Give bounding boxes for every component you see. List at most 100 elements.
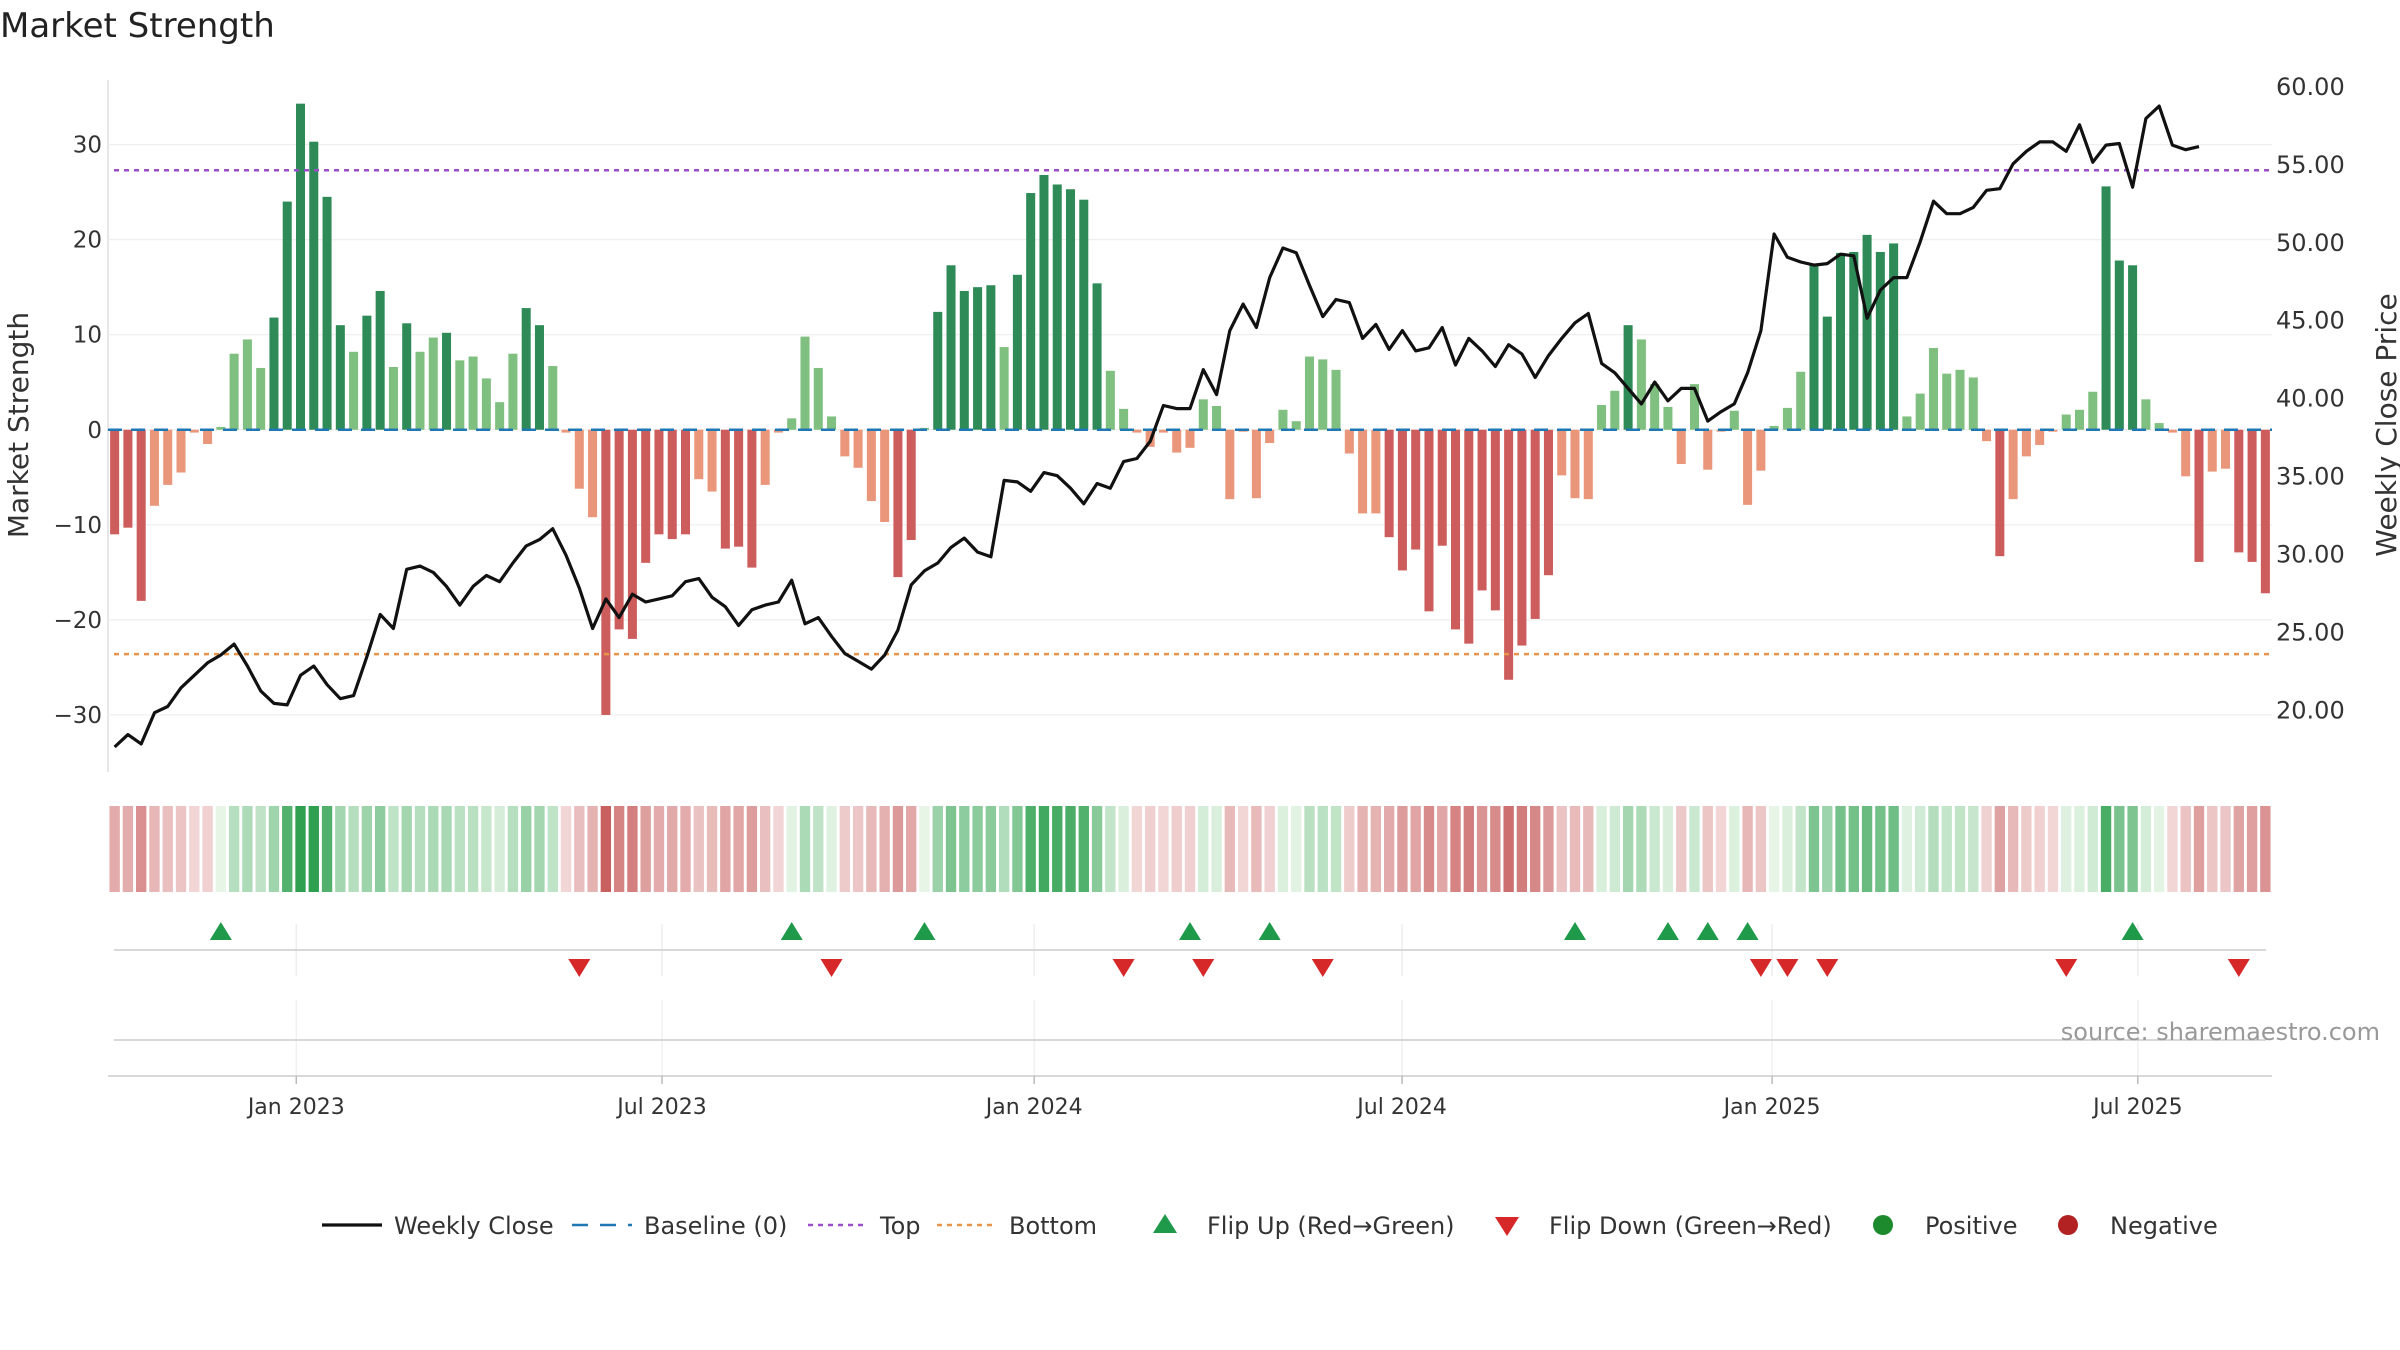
heat-strip-cell — [1463, 806, 1474, 892]
strength-bar — [189, 429, 199, 433]
heat-strip-cell — [361, 806, 373, 892]
strength-bar — [787, 418, 797, 430]
strength-bar — [601, 429, 611, 715]
flip-down-marker — [2055, 959, 2078, 977]
legend-tri-up-marker — [1153, 1214, 1177, 1233]
heat-strip-cell — [574, 806, 585, 892]
heat-strip-cell — [1875, 806, 1886, 892]
strength-bar — [1796, 371, 1806, 430]
strength-bar — [813, 367, 823, 430]
strength-bar — [1849, 251, 1859, 430]
legend-tri-down-marker — [1495, 1217, 1519, 1236]
heat-strip-cell — [959, 806, 970, 892]
heat-strip-cell — [1768, 806, 1780, 892]
flip-down-marker — [1816, 959, 1839, 977]
strength-bar — [2101, 186, 2111, 430]
strength-bar — [2141, 399, 2151, 430]
heat-strip-cell — [985, 806, 997, 892]
strength-bar — [933, 311, 943, 430]
heat-strip-cell — [228, 806, 240, 892]
heat-strip-cell — [1755, 806, 1767, 892]
strength-bar — [840, 429, 850, 457]
legend-item: Flip Down (Green→Red) — [1495, 1212, 1832, 1240]
strength-bar — [627, 429, 637, 639]
strength-bar — [335, 325, 345, 430]
strength-bar — [548, 366, 558, 430]
strength-bar — [1729, 410, 1739, 430]
heat-strip-cell — [1237, 806, 1249, 892]
heat-strip-cell — [1556, 806, 1567, 892]
heat-strip-cell — [1078, 806, 1089, 892]
strength-bar — [853, 429, 863, 468]
heat-strip-cell — [1649, 806, 1660, 892]
heat-strip-cell — [1171, 806, 1182, 892]
heat-strip-cell — [852, 806, 864, 892]
heat-strip-cell — [1782, 806, 1793, 892]
strength-bar — [1557, 429, 1567, 476]
heat-strip-cell — [1211, 806, 1222, 892]
strength-bar — [110, 429, 120, 535]
strength-bar — [229, 353, 239, 430]
heat-strip-cell — [1742, 806, 1753, 892]
x-tick-label: Jan 2024 — [984, 1095, 1083, 1120]
heat-strip-cell — [998, 806, 1010, 892]
heat-strip-cell — [1994, 806, 2006, 892]
heat-strip-cell — [1370, 806, 1382, 892]
heat-strip-cell — [2074, 806, 2085, 892]
flip-down-marker — [1192, 959, 1215, 977]
strength-bar — [1676, 429, 1686, 464]
heat-strip-cell — [2167, 806, 2178, 892]
strength-bar — [1079, 199, 1089, 430]
strength-bar — [1397, 429, 1407, 571]
heat-strip-cell — [547, 806, 558, 892]
heat-strip-cell — [1344, 806, 1355, 892]
heat-strip-cell — [2180, 806, 2191, 892]
heat-strip-cell — [1304, 806, 1315, 892]
strength-bar — [1902, 416, 1912, 430]
legend-item: Negative — [2058, 1212, 2218, 1240]
strength-bar — [667, 429, 677, 540]
strength-bar — [1636, 339, 1646, 430]
strength-bar — [1889, 243, 1899, 430]
strength-bar — [614, 429, 624, 630]
strength-bar — [1663, 406, 1673, 430]
strength-bar — [282, 201, 292, 430]
heat-strip-cell — [1968, 806, 1979, 892]
strength-bar — [1650, 384, 1660, 430]
flip-down-marker — [2227, 959, 2250, 977]
y-axis-label: Market Strength — [2, 312, 35, 538]
strength-bar — [2128, 265, 2138, 430]
legend-item: Top — [808, 1212, 921, 1240]
strength-bar — [375, 290, 385, 430]
strength-bar — [959, 290, 969, 430]
strength-bar — [1437, 429, 1447, 546]
strength-bar — [521, 308, 531, 430]
strength-bar — [1411, 429, 1421, 550]
heat-strip-cell — [1158, 806, 1169, 892]
flip-down-marker — [1776, 959, 1799, 977]
heat-strip-cell — [1198, 806, 1209, 892]
heat-strip-cell — [1264, 806, 1275, 892]
heat-strip-cell — [374, 806, 386, 892]
heat-strip-cell — [627, 806, 638, 892]
flip-up-marker — [1696, 922, 1719, 940]
strength-bar — [1756, 429, 1766, 471]
legend-item: Weekly Close — [322, 1212, 554, 1240]
strength-bar — [1942, 373, 1952, 430]
heat-strip-cell — [799, 806, 811, 892]
heat-strip-cell — [2021, 806, 2032, 892]
heat-strip-cell — [2007, 806, 2019, 892]
strength-bar — [1570, 429, 1580, 499]
heat-strip-cell — [613, 806, 625, 892]
heat-strip-cell — [667, 806, 678, 892]
strength-bar — [442, 332, 452, 430]
y2-tick-label: 20.00 — [2276, 697, 2345, 725]
strength-bar — [256, 367, 266, 430]
heat-strip-cell — [1410, 806, 1421, 892]
strength-bar — [163, 429, 173, 485]
strength-bar — [322, 196, 332, 430]
heat-strip-cell — [1516, 806, 1528, 892]
heat-strip-cell — [1317, 806, 1328, 892]
flip-up-marker — [780, 922, 803, 940]
